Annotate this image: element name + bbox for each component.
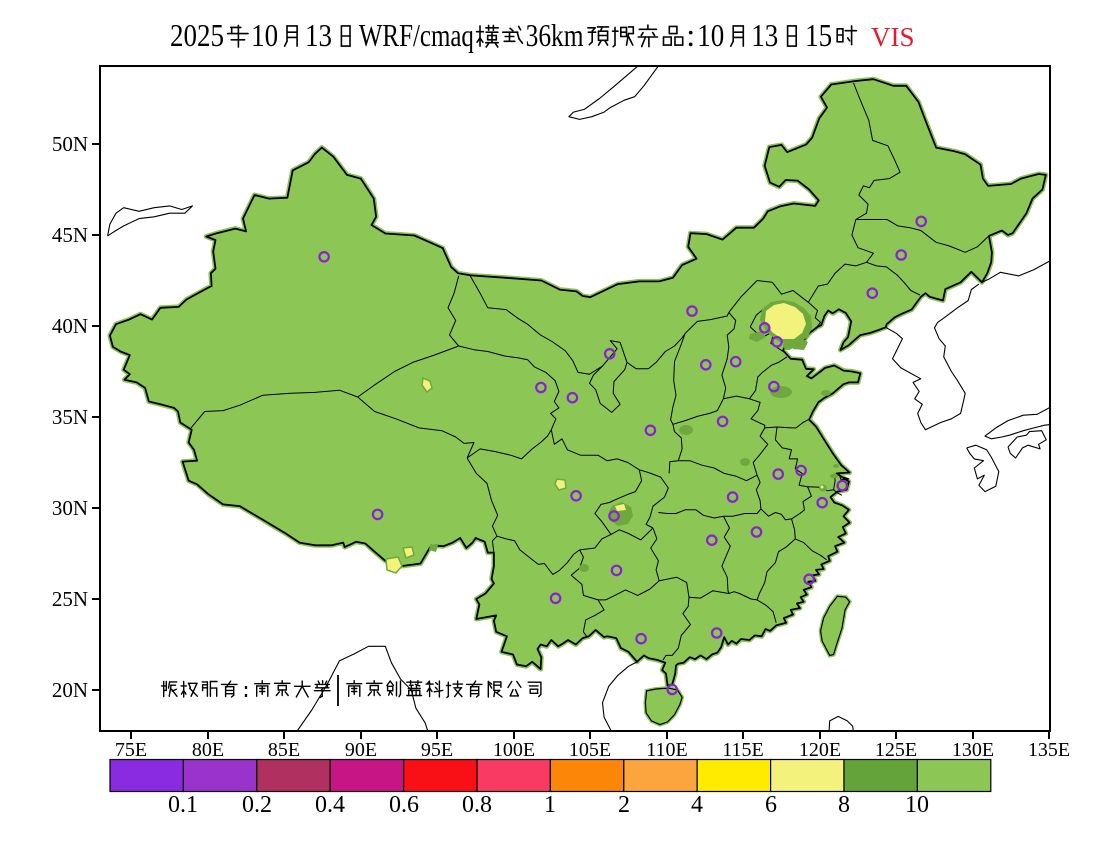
svg-text:130E: 130E (952, 739, 994, 761)
svg-text::: : (240, 681, 252, 704)
svg-text:105E: 105E (569, 739, 611, 761)
svg-text:13: 13 (751, 17, 778, 53)
svg-text:0.8: 0.8 (462, 792, 492, 818)
svg-text:36km: 36km (526, 17, 584, 53)
svg-text:1: 1 (544, 792, 556, 818)
svg-text:WRF/cmaq: WRF/cmaq (359, 17, 474, 53)
svg-text:100E: 100E (493, 739, 535, 761)
svg-text:35N: 35N (52, 405, 88, 429)
svg-text:20N: 20N (52, 678, 88, 702)
svg-text:40N: 40N (52, 314, 88, 338)
svg-text:0.6: 0.6 (389, 792, 419, 818)
svg-text:125E: 125E (875, 739, 917, 761)
svg-text:110E: 110E (646, 739, 687, 761)
svg-text:10: 10 (697, 17, 724, 53)
svg-text:90E: 90E (345, 739, 377, 761)
svg-text:0.1: 0.1 (168, 792, 198, 818)
svg-text:2025: 2025 (170, 17, 224, 53)
svg-text:135E: 135E (1028, 739, 1070, 761)
svg-text:115E: 115E (722, 739, 763, 761)
svg-text:10: 10 (251, 17, 278, 53)
svg-text:75E: 75E (115, 739, 147, 761)
svg-text:8: 8 (838, 792, 850, 818)
svg-text:VIS: VIS (871, 22, 915, 52)
svg-text:4: 4 (691, 792, 703, 818)
svg-text:2: 2 (618, 792, 630, 818)
svg-text:95E: 95E (421, 739, 453, 761)
svg-text:85E: 85E (268, 739, 300, 761)
svg-text:10: 10 (905, 792, 929, 818)
svg-text:15: 15 (805, 17, 832, 53)
svg-text:13: 13 (305, 17, 332, 53)
svg-text:50N: 50N (52, 132, 88, 156)
svg-text:0.4: 0.4 (315, 792, 345, 818)
svg-text:45N: 45N (52, 223, 88, 247)
svg-text:120E: 120E (799, 739, 841, 761)
svg-text:25N: 25N (52, 587, 88, 611)
svg-text:0.2: 0.2 (242, 792, 272, 818)
svg-text:30N: 30N (52, 496, 88, 520)
svg-text::: : (686, 17, 695, 53)
svg-text:80E: 80E (192, 739, 224, 761)
svg-text:6: 6 (765, 792, 777, 818)
